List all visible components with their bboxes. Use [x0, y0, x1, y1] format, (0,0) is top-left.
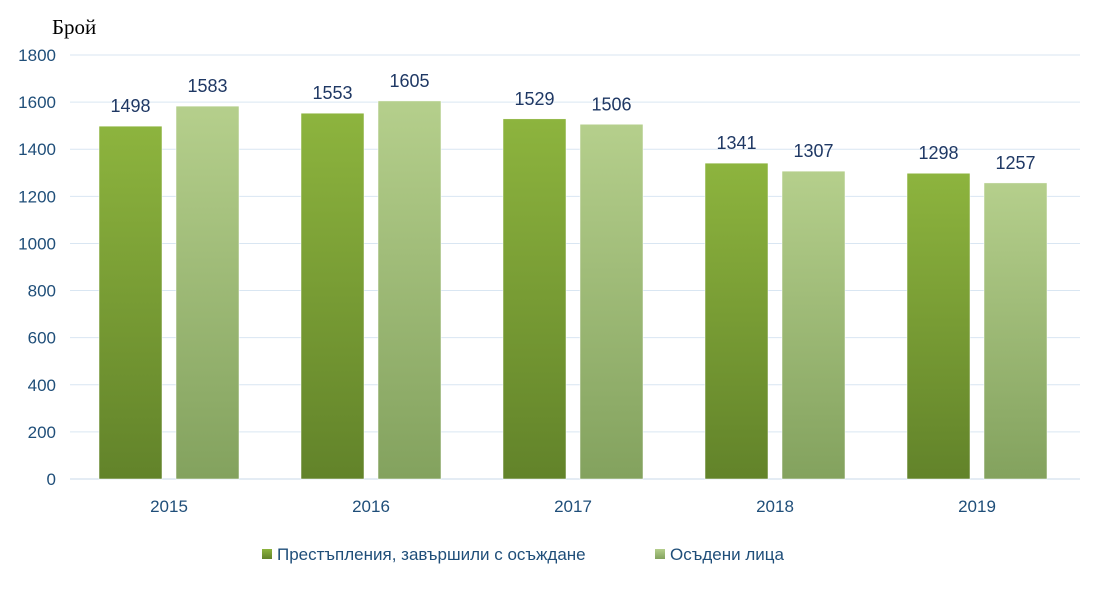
y-tick-label: 1400	[18, 140, 56, 159]
data-label: 1583	[187, 76, 227, 96]
x-tick-label: 2019	[958, 497, 996, 516]
y-tick-label: 1800	[18, 46, 56, 65]
legend-swatch	[262, 549, 272, 559]
y-tick-label: 1600	[18, 93, 56, 112]
y-tick-label: 400	[28, 376, 56, 395]
data-label: 1298	[918, 143, 958, 163]
data-label: 1341	[716, 133, 756, 153]
bar-crimes-2016	[300, 112, 365, 480]
y-tick-label: 1000	[18, 234, 56, 253]
x-tick-label: 2018	[756, 497, 794, 516]
legend: Престъпления, завършили с осъждане Осъден…	[262, 545, 784, 564]
bar-crimes-2018	[704, 162, 769, 480]
data-label: 1498	[110, 96, 150, 116]
data-label: 1529	[514, 89, 554, 109]
y-tick-label: 0	[47, 470, 56, 489]
y-tick-label: 200	[28, 423, 56, 442]
data-label: 1257	[995, 153, 1035, 173]
y-tick-label: 1200	[18, 187, 56, 206]
legend-label: Престъпления, завършили с осъждане	[277, 545, 586, 564]
x-axis-ticks: 2015 2016 2017 2018 2019	[150, 497, 996, 516]
x-tick-label: 2015	[150, 497, 188, 516]
data-labels: 1498 1583 1553 1605 1529 1506 1341 1307 1298 1257	[110, 71, 1035, 173]
bar-convicted-2017	[579, 124, 644, 480]
legend-label: Осъдени лица	[670, 545, 784, 564]
y-tick-label: 600	[28, 329, 56, 348]
data-label: 1307	[793, 141, 833, 161]
data-label: 1553	[312, 83, 352, 103]
bars	[98, 100, 1048, 480]
data-label: 1506	[591, 94, 631, 114]
y-axis-label: Брой	[52, 15, 96, 39]
x-tick-label: 2016	[352, 497, 390, 516]
bar-convicted-2019	[983, 182, 1048, 480]
legend-swatch	[655, 549, 665, 559]
y-tick-label: 800	[28, 282, 56, 301]
bar-convicted-2018	[781, 170, 846, 480]
bar-convicted-2015	[175, 105, 240, 480]
bar-crimes-2019	[906, 172, 971, 480]
bar-crimes-2015	[98, 125, 163, 480]
y-axis-ticks: 0 200 400 600 800 1000 1200 1400 1600 1800	[18, 46, 56, 489]
bar-crimes-2017	[502, 118, 567, 480]
bar-convicted-2016	[377, 100, 442, 480]
data-label: 1605	[389, 71, 429, 91]
x-tick-label: 2017	[554, 497, 592, 516]
